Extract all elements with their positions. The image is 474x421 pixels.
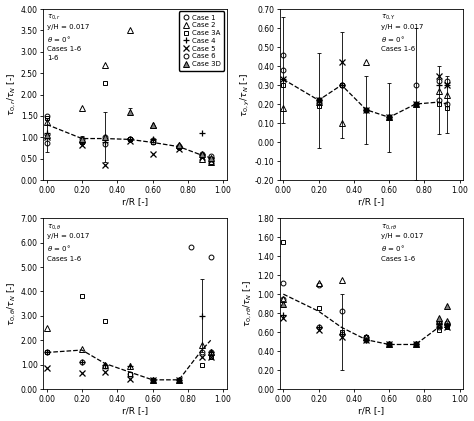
Y-axis label: $\tau_{0,r}/\tau_N$ [-]: $\tau_{0,r}/\tau_N$ [-] — [6, 73, 18, 116]
Text: $\tau_{0,Y}$
y/H = 0.017
$\theta$ = 0°
Cases 1-6: $\tau_{0,Y}$ y/H = 0.017 $\theta$ = 0° C… — [381, 13, 423, 53]
Text: $\tau_{0,r\theta}$
y/H = 0.017
$\theta$ = 0°
Cases 1-6: $\tau_{0,r\theta}$ y/H = 0.017 $\theta$ … — [381, 221, 423, 261]
X-axis label: r/R [-]: r/R [-] — [358, 197, 384, 206]
X-axis label: r/R [-]: r/R [-] — [122, 406, 148, 416]
Legend: Case 1, Case 2, Case 3A, Case 4, Case 5, Case 6, Case 3D: Case 1, Case 2, Case 3A, Case 4, Case 5,… — [179, 11, 225, 70]
Y-axis label: $\tau_{0,r\theta}/\tau_N$ [-]: $\tau_{0,r\theta}/\tau_N$ [-] — [242, 280, 255, 327]
Y-axis label: $\tau_{0,\theta}/\tau_N$ [-]: $\tau_{0,\theta}/\tau_N$ [-] — [6, 281, 18, 326]
Y-axis label: $\tau_{0,y}/\tau_N$ [-]: $\tau_{0,y}/\tau_N$ [-] — [239, 72, 252, 117]
Text: $\tau_{0,r}$
y/H = 0.017
$\theta$ = 0°
Cases 1-6
1-6: $\tau_{0,r}$ y/H = 0.017 $\theta$ = 0° C… — [47, 13, 89, 61]
X-axis label: r/R [-]: r/R [-] — [122, 197, 148, 206]
X-axis label: r/R [-]: r/R [-] — [358, 406, 384, 416]
Text: $\tau_{0,\theta}$
y/H = 0.017
$\theta$ = 0°
Cases 1-6: $\tau_{0,\theta}$ y/H = 0.017 $\theta$ =… — [47, 221, 89, 261]
